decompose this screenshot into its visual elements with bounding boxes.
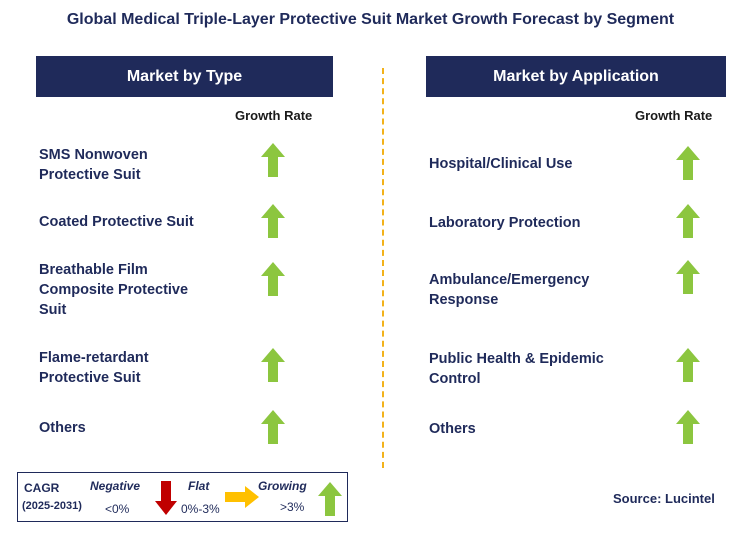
up-arrow-icon (676, 410, 700, 444)
source-label: Source: Lucintel (613, 491, 715, 506)
legend-flat-range: 0%-3% (181, 502, 220, 516)
legend-growing-label: Growing (258, 479, 307, 493)
panel-divider (382, 68, 384, 468)
type-row-label-2: Breathable Film Composite Protective Sui… (39, 262, 189, 318)
application-row-label-2: Ambulance/Emergency Response (429, 272, 590, 308)
up-arrow-icon (676, 204, 700, 238)
up-arrow-icon (261, 262, 285, 296)
type-row-label-3: Flame-retardant Protective Suit (39, 350, 149, 386)
type-row-label-1: Coated Protective Suit (39, 214, 194, 230)
right-arrow-icon (225, 486, 259, 508)
up-arrow-icon (676, 260, 700, 294)
up-arrow-icon (318, 482, 342, 516)
application-row-label-4: Others (429, 421, 476, 437)
up-arrow-icon (676, 348, 700, 382)
cagr-legend: CAGR (2025-2031) Negative <0% Flat 0%-3%… (17, 472, 348, 522)
up-arrow-icon (261, 204, 285, 238)
up-arrow-icon (261, 348, 285, 382)
legend-growing-range: >3% (280, 500, 305, 514)
legend-negative-label: Negative (90, 479, 141, 493)
chart-title: Global Medical Triple-Layer Protective S… (66, 11, 675, 28)
type-panel-header: Market by Type (36, 56, 333, 97)
application-growth-rate-label: Growth Rate (635, 108, 713, 123)
down-arrow-icon (155, 481, 177, 515)
up-arrow-icon (261, 143, 285, 177)
application-panel-header: Market by Application (426, 56, 726, 97)
up-arrow-icon (261, 410, 285, 444)
type-growth-rate-label: Growth Rate (235, 108, 313, 123)
application-row-label-3: Public Health & Epidemic Control (429, 351, 604, 387)
legend-negative-range: <0% (105, 502, 130, 516)
legend-period-label: (2025-2031) (22, 500, 82, 512)
type-row-label-4: Others (39, 420, 86, 436)
legend-flat-label: Flat (188, 479, 210, 493)
application-row-label-1: Laboratory Protection (429, 215, 581, 231)
application-row-label-0: Hospital/Clinical Use (429, 156, 573, 172)
up-arrow-icon (676, 146, 700, 180)
type-row-label-0: SMS Nonwoven Protective Suit (39, 147, 148, 183)
legend-cagr-label: CAGR (24, 481, 60, 495)
